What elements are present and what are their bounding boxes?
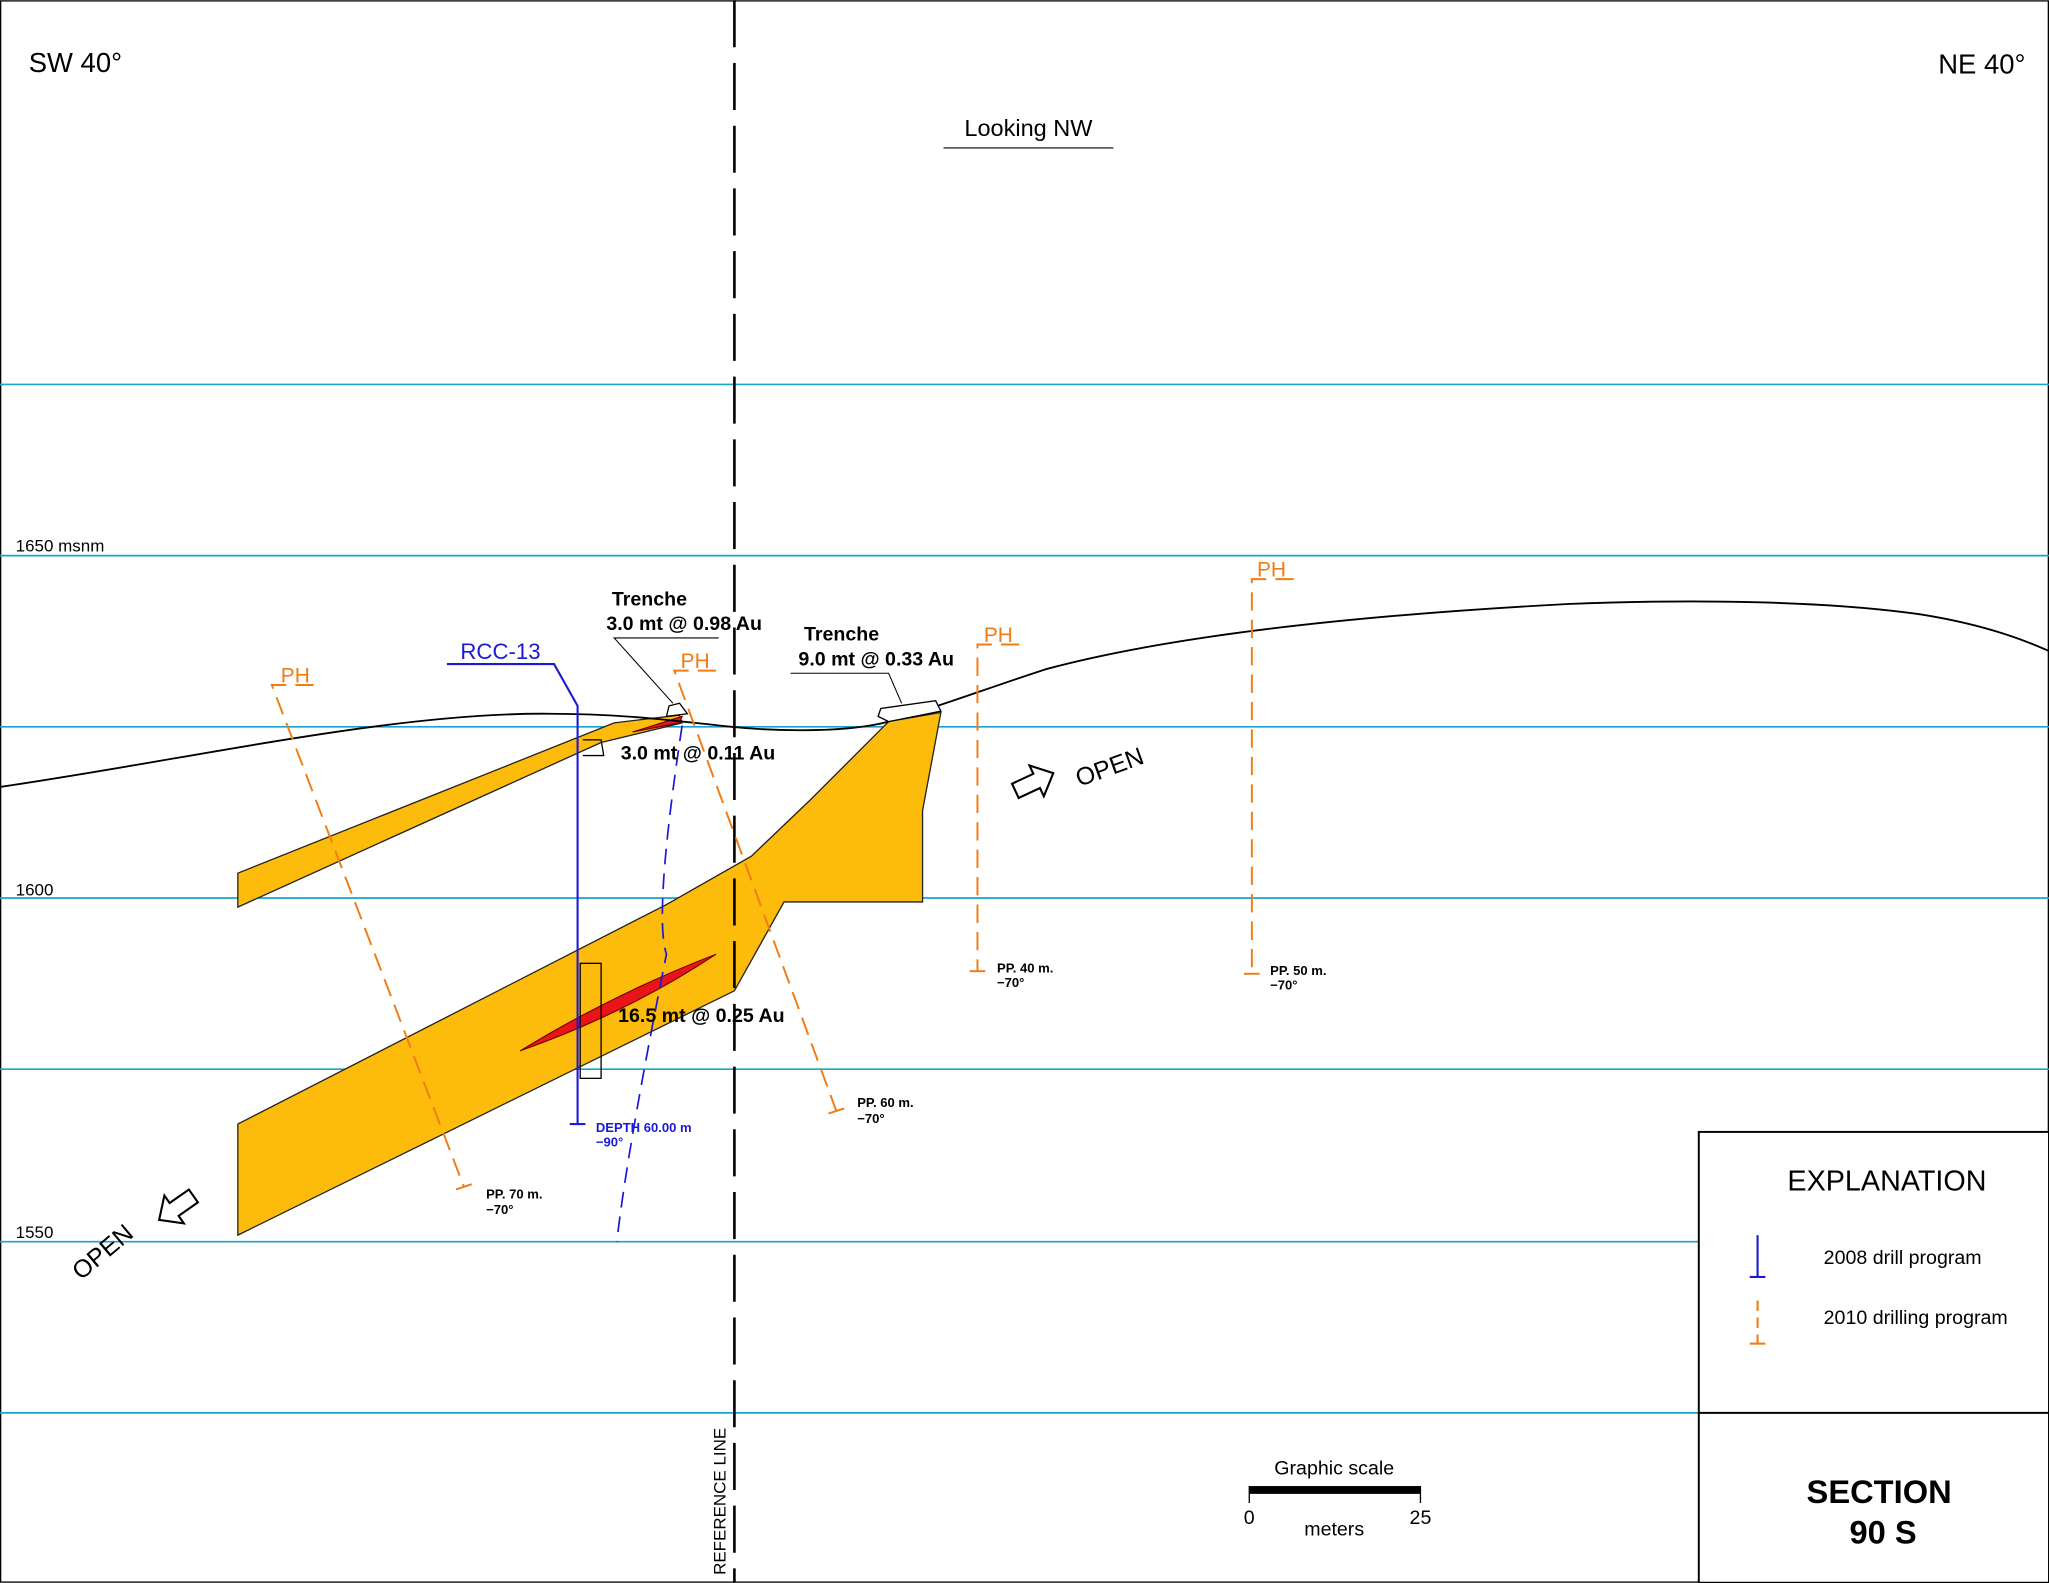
scale-bar [1249, 1486, 1421, 1494]
hole-name: RCC-13 [460, 639, 540, 664]
intercept-label: 3.0 mt @ 0.11 Au [621, 742, 776, 764]
hole-dip: −70° [997, 975, 1024, 990]
leader [613, 637, 719, 704]
intercept-marker [582, 739, 605, 757]
open-label: OPEN [68, 1220, 139, 1286]
drill-hole [976, 643, 1020, 972]
direction-label: SW 40° [29, 47, 122, 78]
hole-end [828, 1107, 845, 1115]
hole-dip: −70° [486, 1202, 513, 1217]
trench-title: Trenche [612, 588, 687, 610]
hole-dip: −70° [1270, 977, 1297, 992]
intercept-box [579, 962, 602, 1079]
hole-length: PP. 60 m. [857, 1095, 913, 1110]
topography [0, 600, 2049, 788]
hole-label: PH [281, 664, 310, 687]
elevation-label: 1650 msnm [16, 537, 105, 556]
scale-title: Graphic scale [1274, 1457, 1394, 1479]
hole-length: PP. 50 m. [1270, 963, 1326, 978]
mineralized-zone [237, 711, 942, 1237]
scale-unit: meters [1304, 1519, 1364, 1541]
drill-hole [446, 663, 579, 1125]
drill-hole [270, 684, 465, 1188]
hole-dip: −70° [857, 1111, 884, 1126]
legend-box [1697, 1130, 2049, 1583]
hole-depth: DEPTH 60.00 m [596, 1120, 692, 1135]
intercept-label: 3.0 mt @ 0.98 Au [606, 613, 762, 635]
section-number: 90 S [1849, 1514, 1916, 1551]
hole-label: PH [681, 650, 710, 673]
legend-item: 2008 drill program [1824, 1247, 1982, 1269]
hole-length: PP. 70 m. [486, 1187, 542, 1202]
elevation-label: 1600 [16, 880, 54, 899]
trench-title: Trenche [804, 624, 879, 646]
open-label: OPEN [1072, 743, 1147, 792]
open-arrow [157, 1188, 200, 1225]
section-title: SECTION [1807, 1473, 1952, 1510]
trench-marker [665, 702, 689, 718]
scale-end: 25 [1410, 1507, 1432, 1529]
hole-length: PP. 40 m. [997, 960, 1053, 975]
scale-start: 0 [1244, 1507, 1255, 1529]
elevation-label: 1550 [16, 1223, 54, 1242]
mineralized-zone [237, 714, 683, 909]
hole-label: PH [1257, 559, 1286, 582]
hole-dip: −90° [596, 1134, 623, 1149]
legend-title: EXPLANATION [1787, 1166, 1986, 1198]
view-label: Looking NW [964, 115, 1093, 141]
open-arrow [1010, 763, 1055, 800]
leader [790, 672, 903, 704]
intercept-label: 9.0 mt @ 0.33 Au [798, 648, 954, 670]
reference-label: REFERENCE LINE [710, 1428, 729, 1575]
fault [615, 725, 683, 1242]
legend-item: 2010 drilling program [1824, 1307, 2008, 1329]
hole-label: PH [984, 624, 1013, 647]
drill-hole [1250, 578, 1294, 974]
trench-marker [877, 699, 942, 723]
hole-end [455, 1183, 473, 1191]
direction-label: NE 40° [1938, 48, 2025, 79]
drill-hole [672, 669, 838, 1112]
intercept-label: 16.5 mt @ 0.25 Au [618, 1005, 785, 1027]
high-grade-zone [519, 953, 717, 1052]
